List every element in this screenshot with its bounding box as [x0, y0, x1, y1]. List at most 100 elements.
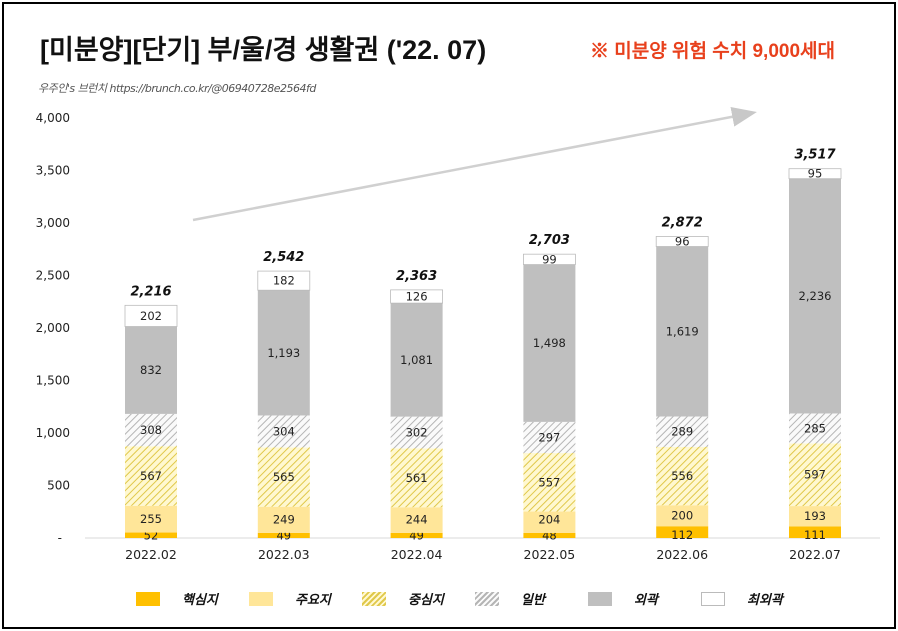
- bar-segment-4: [125, 326, 177, 414]
- data-label: 112: [671, 528, 693, 542]
- data-label: 244: [406, 512, 428, 526]
- legend-swatch: [475, 591, 499, 606]
- data-label: 302: [406, 425, 428, 439]
- total-label: 2,872: [662, 215, 703, 230]
- data-label: 308: [140, 423, 162, 437]
- legend-label: 주요지: [295, 593, 331, 608]
- legend-item: 중심지: [362, 589, 475, 608]
- bar-segment-1: [257, 506, 310, 533]
- bar-segment-4: [390, 303, 443, 417]
- y-tick-label: 2,500: [36, 269, 70, 283]
- legend-item: 일반: [475, 589, 588, 608]
- data-label: 1,193: [267, 346, 300, 360]
- data-label: 567: [140, 469, 162, 483]
- bar-segment-0: [789, 526, 841, 538]
- data-label: 249: [273, 512, 295, 526]
- bar-segment-5: [655, 236, 709, 247]
- legend-swatch: [701, 591, 725, 606]
- x-tick-label: 2022.02: [125, 547, 177, 562]
- bar-segment-2: [789, 443, 841, 507]
- bar-segment-0: [125, 532, 177, 538]
- bar-segment-5: [257, 270, 311, 291]
- bar-segment-5: [390, 289, 444, 304]
- data-label: 1,498: [533, 336, 566, 350]
- legend-item: 주요지: [249, 589, 362, 608]
- bar-segment-5: [788, 168, 842, 180]
- data-label: 193: [804, 509, 826, 523]
- bar-segment-3: [390, 416, 443, 449]
- data-label: 289: [671, 425, 693, 439]
- data-label: 255: [140, 512, 162, 526]
- data-label: 1,619: [666, 325, 699, 339]
- data-label: 832: [140, 363, 162, 377]
- y-tick-label: 1,000: [36, 426, 70, 440]
- data-label: 204: [538, 512, 560, 526]
- data-label: 111: [804, 528, 826, 542]
- legend-label: 중심지: [408, 593, 444, 608]
- data-label: 285: [804, 421, 826, 435]
- legend-item: 최외곽: [701, 589, 814, 608]
- bar-segment-3: [125, 413, 177, 447]
- legend-label: 핵심지: [182, 593, 218, 608]
- chart-title: [미분양][단기] 부/울/경 생활권 ('22. 07): [40, 35, 487, 65]
- y-tick-label: 1,500: [36, 374, 70, 388]
- bar-segment-1: [390, 507, 443, 533]
- data-label: 597: [804, 468, 826, 482]
- total-label: 2,542: [263, 250, 304, 265]
- data-label: 304: [273, 424, 295, 438]
- x-tick-label: 2022.07: [789, 547, 841, 562]
- bar-segment-2: [656, 446, 709, 506]
- trend-arrow: [192, 106, 757, 222]
- total-label: 3,517: [794, 148, 836, 163]
- total-label: 2,703: [529, 233, 570, 248]
- bar-segment-0: [523, 532, 576, 538]
- bar-segment-1: [656, 505, 709, 527]
- bar-segment-3: [656, 416, 709, 447]
- legend-swatch: [362, 591, 386, 606]
- bar-segment-3: [523, 421, 576, 454]
- risk-note: ※ 미분양 위험 수치 9,000세대: [590, 41, 835, 62]
- bar-segment-4: [656, 246, 709, 417]
- y-tick-label: -: [58, 531, 62, 545]
- legend-label: 최외곽: [747, 593, 783, 608]
- x-tick-label: 2022.04: [391, 547, 443, 562]
- data-label: 99: [542, 252, 557, 266]
- bar-segment-0: [257, 532, 310, 538]
- total-label: 2,216: [130, 284, 171, 299]
- x-tick-label: 2022.05: [524, 547, 576, 562]
- x-tick-label: 2022.03: [258, 547, 310, 562]
- bar-segment-2: [257, 447, 310, 507]
- legend-swatch: [249, 591, 273, 606]
- data-label: 182: [273, 274, 295, 288]
- bar-segment-3: [257, 415, 310, 448]
- y-tick-label: 3,000: [36, 216, 70, 230]
- bar-segment-1: [789, 506, 841, 527]
- data-label: 565: [273, 470, 295, 484]
- data-label: 557: [538, 475, 560, 489]
- y-tick-label: 4,000: [36, 111, 70, 125]
- bar-segment-2: [390, 448, 443, 508]
- data-label: 297: [538, 430, 560, 444]
- y-tick-label: 3,500: [36, 164, 70, 178]
- legend-item: 외곽: [588, 589, 701, 608]
- data-label: 556: [671, 469, 693, 483]
- data-label: 95: [808, 167, 823, 181]
- bar-segment-4: [257, 290, 310, 416]
- total-label: 2,363: [396, 269, 437, 284]
- legend-swatch: [136, 591, 160, 606]
- legend-label: 외곽: [634, 593, 658, 608]
- legend-label: 일반: [521, 593, 545, 608]
- bar-segment-5: [124, 304, 178, 327]
- bar-segment-1: [125, 505, 177, 533]
- bar-segment-2: [523, 453, 576, 512]
- legend-swatch: [588, 591, 612, 606]
- bar-segment-4: [789, 178, 841, 414]
- y-tick-label: 2,000: [36, 321, 70, 335]
- data-label: 2,236: [799, 289, 832, 303]
- data-label: 126: [406, 290, 428, 304]
- data-label: 202: [140, 309, 162, 323]
- data-label: 200: [671, 509, 693, 523]
- bar-segment-4: [523, 264, 576, 422]
- y-tick-label: 500: [47, 479, 70, 493]
